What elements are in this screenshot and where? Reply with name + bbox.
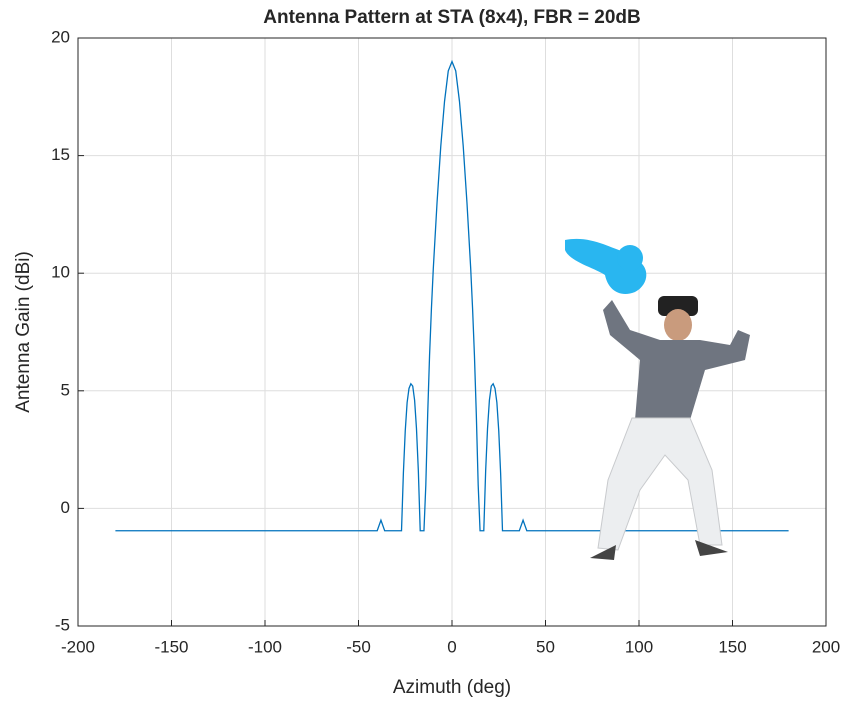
x-axis-label: Azimuth (deg) (393, 677, 511, 698)
x-tick-label: 0 (447, 637, 456, 656)
y-tick-label: 10 (51, 263, 70, 282)
y-tick-label: -5 (55, 615, 70, 634)
y-tick-label: 15 (51, 145, 70, 164)
y-axis-label: Antenna Gain (dBi) (13, 251, 34, 413)
line-series (115, 59, 789, 532)
vr-person-decoration (565, 238, 750, 560)
y-tick-label: 20 (51, 27, 70, 46)
legs (597, 417, 723, 551)
vr-headset (658, 296, 698, 316)
axes-box (77, 37, 827, 627)
x-tick-label: 50 (536, 637, 555, 656)
x-tick-label: -50 (346, 637, 371, 656)
x-tick-label: -200 (61, 637, 95, 656)
blue-bird (565, 238, 647, 295)
x-tick-label: -100 (248, 637, 282, 656)
x-tick-label: 200 (812, 637, 840, 656)
chart-title: Antenna Pattern at STA (8x4), FBR = 20dB (263, 7, 640, 28)
torso (603, 300, 750, 420)
x-tick-label: 150 (718, 637, 746, 656)
blue-bird-head (617, 245, 643, 271)
x-tick-label: 100 (625, 637, 653, 656)
shoes (590, 540, 728, 560)
y-tick-label: 5 (61, 380, 70, 399)
y-tick-label: 0 (61, 498, 70, 517)
head (664, 309, 692, 341)
x-tick-label: -150 (154, 637, 188, 656)
